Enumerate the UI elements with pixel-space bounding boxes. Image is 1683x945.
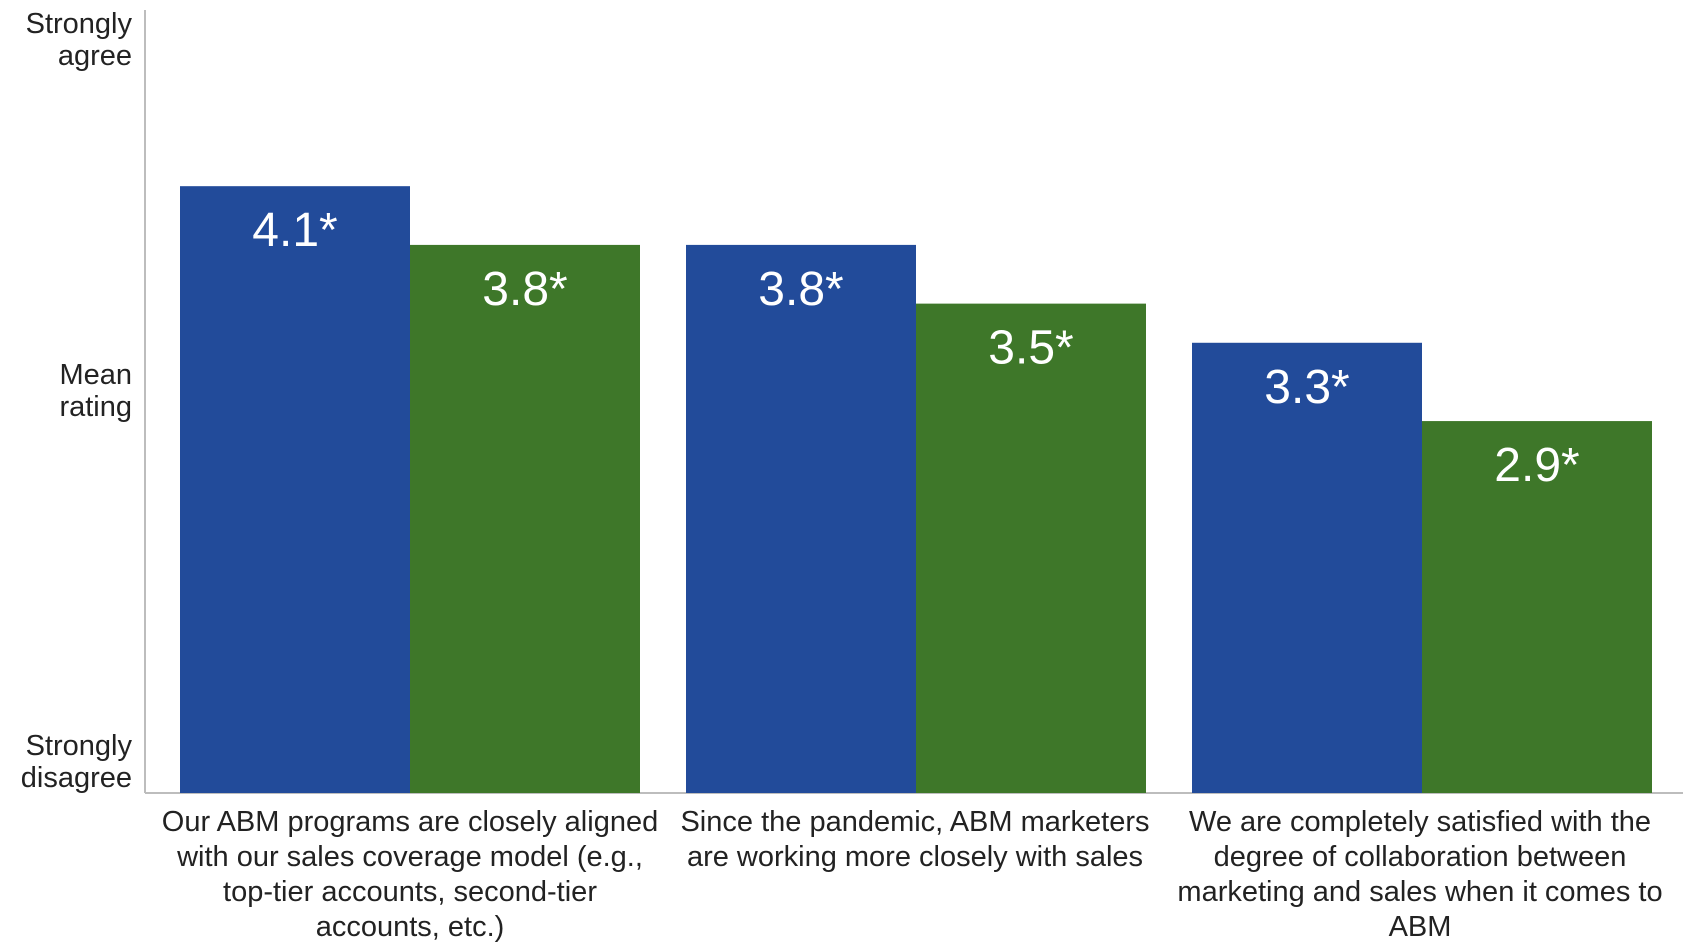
y-label-middle: Mean rating [59, 359, 132, 423]
bars-group [180, 186, 1652, 794]
bar-value-label-2-1: 3.8* [758, 263, 843, 316]
bar-2-series-1 [686, 244, 916, 793]
category-label-3: We are completely satisfied with the deg… [1177, 806, 1663, 943]
bar-3-series-1 [1192, 342, 1422, 793]
bar-1-series-2 [410, 244, 640, 793]
bar-labels-group: 4.1* 3.8* 3.8* 3.5* 3.3* 2.9* [252, 204, 1579, 492]
bar-2-series-2 [916, 303, 1146, 793]
bar-value-label-2-2: 3.5* [988, 322, 1073, 375]
bar-1-series-1 [180, 186, 410, 794]
bar-value-label-1-2: 3.8* [482, 263, 567, 316]
bar-value-label-3-1: 3.3* [1264, 361, 1349, 414]
category-label-1: Our ABM programs are closely aligned wit… [161, 806, 659, 943]
y-label-top: Strongly agree [25, 8, 132, 72]
category-label-2: Since the pandemic, ABM marketers are wo… [680, 806, 1150, 873]
bar-value-label-3-2: 2.9* [1494, 439, 1579, 492]
bar-value-label-1-1: 4.1* [252, 204, 337, 257]
y-label-bottom: Strongly disagree [20, 730, 132, 794]
bar-3-series-2 [1422, 421, 1652, 793]
